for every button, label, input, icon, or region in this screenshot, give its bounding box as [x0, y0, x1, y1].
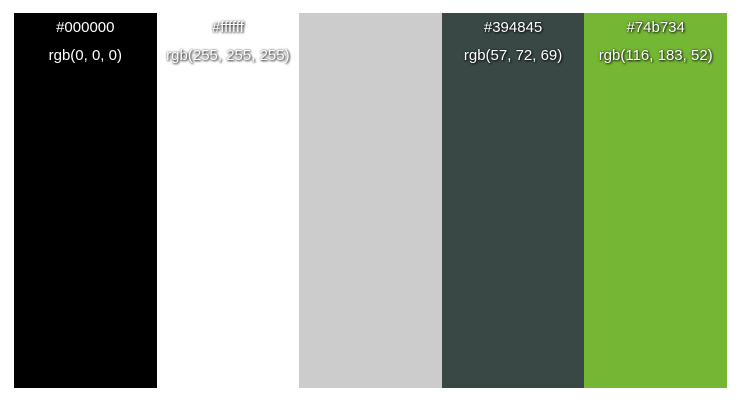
swatch-white[interactable]: #ffffff rgb(255, 255, 255)	[156, 13, 300, 388]
swatch-black[interactable]: #000000 rgb(0, 0, 0)	[14, 13, 157, 388]
swatch-hex-label: #ffffff	[211, 19, 244, 36]
swatch-rgb-label: rgb(57, 72, 69)	[463, 47, 563, 64]
swatch-rgb-label: rgb(255, 255, 255)	[166, 47, 290, 64]
color-palette: #000000 rgb(0, 0, 0) #ffffff rgb(255, 25…	[14, 13, 727, 388]
swatch-rgb-label: rgb(116, 183, 52)	[598, 47, 713, 64]
swatch-hex-label: #74b734	[626, 19, 685, 36]
swatch-hex-label: #000000	[56, 19, 115, 36]
swatch-dark-slate[interactable]: #394845 rgb(57, 72, 69)	[441, 13, 585, 388]
swatch-light-gray[interactable]	[299, 13, 442, 388]
swatch-green[interactable]: #74b734 rgb(116, 183, 52)	[584, 13, 727, 388]
swatch-hex-label: #394845	[483, 19, 543, 36]
swatch-rgb-label: rgb(0, 0, 0)	[48, 47, 122, 64]
